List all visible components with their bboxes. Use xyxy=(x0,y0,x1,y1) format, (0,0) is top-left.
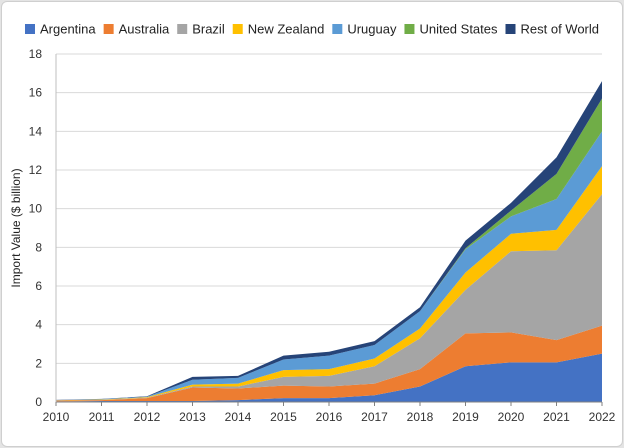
x-tick-label: 2019 xyxy=(452,410,479,424)
legend-swatch xyxy=(177,24,188,34)
y-tick-label: 6 xyxy=(35,279,42,293)
x-tick-label: 2018 xyxy=(407,410,434,424)
y-tick-label: 16 xyxy=(29,86,43,100)
legend-swatch xyxy=(332,24,343,34)
y-tick-label: 0 xyxy=(35,395,42,409)
y-tick-label: 10 xyxy=(29,202,43,216)
legend-label: Rest of World xyxy=(521,22,600,37)
legend-label: Brazil xyxy=(192,22,225,37)
legend-item-united-states: United States xyxy=(404,22,498,37)
legend-swatch xyxy=(232,24,243,34)
y-tick-label: 14 xyxy=(29,124,43,138)
x-tick-label: 2015 xyxy=(270,410,297,424)
y-tick-label: 18 xyxy=(29,47,43,61)
legend-item-new-zealand: New Zealand xyxy=(232,22,325,37)
y-axis-title: Import Value ($ billion) xyxy=(9,168,23,287)
legend-swatch xyxy=(505,24,516,34)
area-argentina xyxy=(56,353,602,402)
y-tick-label: 4 xyxy=(35,318,42,332)
y-tick-label: 2 xyxy=(35,356,42,370)
legend-label: Uruguay xyxy=(347,22,397,37)
legend-swatch xyxy=(103,24,114,34)
x-tick-label: 2012 xyxy=(134,410,161,424)
legend-item-rest-of-world: Rest of World xyxy=(505,22,600,37)
x-tick-label: 2021 xyxy=(543,410,570,424)
legend-swatch xyxy=(404,24,415,34)
area-brazil xyxy=(56,194,602,401)
y-tick-label: 12 xyxy=(29,163,43,177)
x-tick-label: 2022 xyxy=(589,410,616,424)
legend-label: Australia xyxy=(119,22,170,37)
legend-label: New Zealand xyxy=(248,22,325,37)
x-tick-label: 2010 xyxy=(43,410,70,424)
x-tick-label: 2017 xyxy=(361,410,388,424)
legend-item-uruguay: Uruguay xyxy=(332,22,397,37)
x-tick-label: 2014 xyxy=(225,410,252,424)
y-tick-label: 8 xyxy=(35,240,42,254)
legend-item-argentina: Argentina xyxy=(24,22,96,37)
x-tick-label: 2011 xyxy=(89,410,115,424)
legend-swatch xyxy=(24,24,35,34)
area-australia xyxy=(56,325,602,402)
legend-item-australia: Australia xyxy=(103,22,170,37)
legend-label: Argentina xyxy=(40,22,96,37)
x-tick-label: 2013 xyxy=(179,410,206,424)
x-tick-label: 2020 xyxy=(498,410,525,424)
x-tick-label: 2016 xyxy=(316,410,343,424)
legend-label: United States xyxy=(419,22,498,37)
legend-item-brazil: Brazil xyxy=(177,22,225,37)
